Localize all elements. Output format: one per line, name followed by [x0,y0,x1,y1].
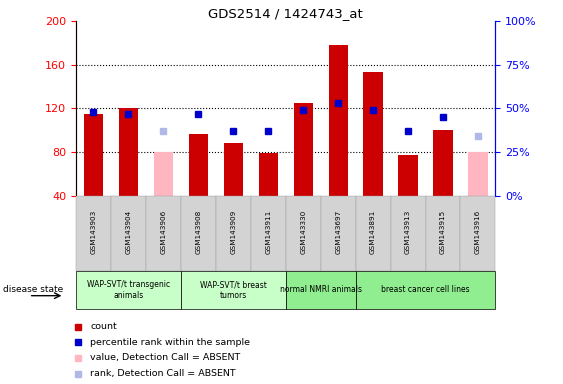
Bar [364,73,383,196]
Title: GDS2514 / 1424743_at: GDS2514 / 1424743_at [208,7,363,20]
Bar [461,196,495,271]
Bar [76,196,111,271]
Bar [329,45,348,196]
Bar [189,134,208,196]
Text: GSM143891: GSM143891 [370,210,376,254]
Text: count: count [91,322,117,331]
Bar [434,130,453,196]
Text: normal NMRI animals: normal NMRI animals [280,285,361,295]
Text: GSM143915: GSM143915 [440,210,446,254]
Bar [224,144,243,196]
Bar [146,196,181,271]
Text: breast cancer cell lines: breast cancer cell lines [381,285,470,295]
Bar [399,156,418,196]
Bar [258,153,278,196]
Bar [181,271,286,309]
Bar [356,271,495,309]
Bar [84,114,103,196]
Text: value, Detection Call = ABSENT: value, Detection Call = ABSENT [91,353,240,362]
Text: WAP-SVT/t breast
tumors: WAP-SVT/t breast tumors [200,280,267,300]
Bar [119,109,138,196]
Bar [321,196,356,271]
Bar [391,196,426,271]
Bar [251,196,286,271]
Text: GSM143330: GSM143330 [300,210,306,254]
Bar [76,271,181,309]
Bar [111,196,146,271]
Text: GSM143697: GSM143697 [335,210,341,254]
Bar [285,271,356,309]
Bar [468,152,488,196]
Bar [293,103,313,196]
Text: WAP-SVT/t transgenic
animals: WAP-SVT/t transgenic animals [87,280,170,300]
Bar [216,196,251,271]
Bar [154,152,173,196]
Bar [285,196,321,271]
Bar [181,196,216,271]
Text: GSM143904: GSM143904 [126,210,131,254]
Text: GSM143909: GSM143909 [230,210,236,254]
Text: GSM143906: GSM143906 [160,210,167,254]
Text: disease state: disease state [3,285,63,295]
Bar [426,196,461,271]
Text: percentile rank within the sample: percentile rank within the sample [91,338,251,347]
Text: GSM143916: GSM143916 [475,210,481,254]
Text: GSM143911: GSM143911 [265,210,271,254]
Text: GSM143913: GSM143913 [405,210,411,254]
Text: GSM143903: GSM143903 [91,210,96,254]
Bar [356,196,391,271]
Text: GSM143908: GSM143908 [195,210,202,254]
Text: rank, Detection Call = ABSENT: rank, Detection Call = ABSENT [91,369,236,378]
